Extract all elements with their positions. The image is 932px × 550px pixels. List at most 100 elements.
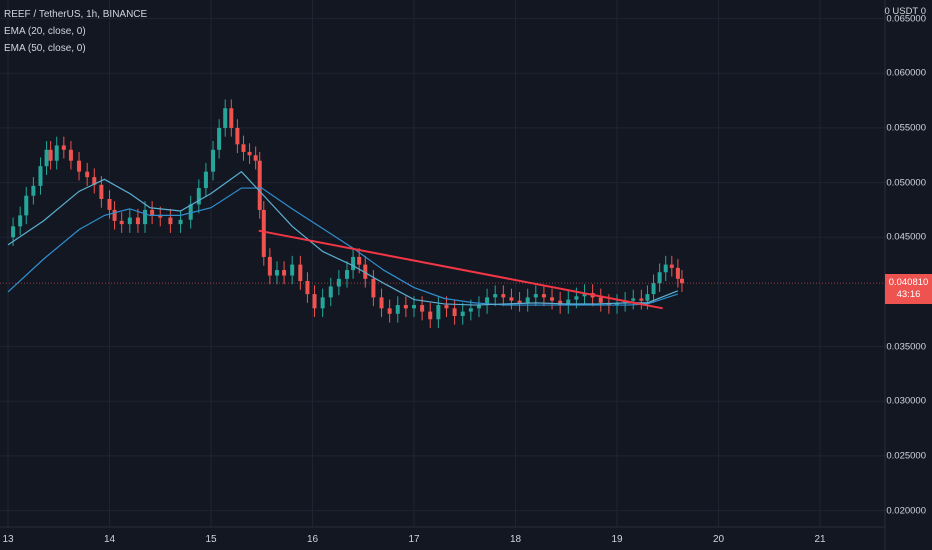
candle-body	[345, 270, 350, 279]
candle-body	[257, 160, 262, 210]
candle-body	[54, 145, 59, 161]
candle-body	[679, 278, 684, 284]
candle-body	[379, 297, 384, 309]
candle-body	[371, 278, 376, 298]
candle-body	[99, 184, 104, 199]
candle-body	[509, 297, 514, 301]
price-tick: 0.045000	[886, 231, 926, 243]
candle-body	[253, 155, 258, 161]
candle-body	[92, 177, 97, 185]
candle-body	[68, 149, 73, 161]
bar-countdown: 43:16	[896, 289, 921, 301]
candle-body	[267, 256, 272, 276]
candle-body	[135, 217, 140, 225]
candle-body	[235, 127, 240, 145]
candle-body	[188, 204, 193, 220]
time-tick: 20	[712, 534, 725, 545]
candle-body	[328, 286, 333, 298]
candle-body	[282, 270, 287, 276]
candle-body	[336, 278, 341, 287]
ema20-legend[interactable]: EMA (20, close, 0)	[4, 26, 86, 37]
candle-body	[468, 308, 473, 312]
candle-body	[203, 171, 208, 189]
candle-body	[675, 267, 680, 279]
candle-body	[550, 297, 555, 301]
candle-body	[669, 264, 674, 268]
candle-body	[657, 272, 662, 284]
candle-body	[460, 311, 465, 316]
price-tick: 0.050000	[886, 177, 926, 189]
time-tick: 21	[814, 534, 826, 545]
candle-body	[395, 305, 400, 314]
candle-body	[298, 264, 303, 281]
candle-body	[428, 311, 433, 320]
candle-body	[223, 108, 228, 128]
candle-body	[493, 294, 498, 298]
candle-body	[517, 300, 522, 303]
candle-body	[444, 305, 449, 309]
price-tick: 0.025000	[886, 450, 926, 462]
candle-body	[112, 209, 117, 221]
chart-legend: REEF / TetherUS, 1h, BINANCE EMA (20, cl…	[4, 6, 147, 57]
time-tick: 16	[306, 534, 319, 545]
candle-body	[312, 294, 317, 309]
ema50-line	[7, 187, 679, 306]
candle-body	[403, 305, 408, 309]
candle-body	[18, 215, 23, 227]
candle-body	[77, 160, 82, 172]
last-price-value: 0.040810	[888, 277, 929, 289]
candle-body	[645, 294, 650, 301]
time-tick: 17	[408, 534, 420, 545]
price-tick: 0.055000	[886, 122, 926, 134]
candle-body	[501, 294, 506, 298]
candle-body	[639, 298, 644, 301]
candle-body	[24, 195, 29, 216]
candle-body	[48, 149, 53, 161]
time-tick: 15	[205, 534, 217, 545]
candle-body	[558, 300, 563, 306]
price-tick: 0.065000	[886, 13, 926, 25]
candle-body	[274, 270, 279, 276]
candle-body	[44, 149, 49, 167]
candle-body	[525, 297, 530, 303]
candle-body	[178, 219, 183, 225]
candle-body	[229, 108, 234, 128]
price-axis-unit[interactable]: 0 USDT 0	[884, 6, 926, 17]
candle-body	[85, 171, 90, 178]
candle-body	[261, 209, 266, 257]
candle-body	[211, 149, 216, 172]
candle-body	[168, 217, 173, 225]
trendline	[258, 229, 663, 310]
candle-body	[11, 226, 16, 238]
candle-body	[541, 294, 546, 298]
candle-body	[631, 298, 636, 301]
candle-body	[38, 166, 43, 186]
candle-body	[150, 209, 155, 216]
time-tick: 13	[2, 534, 14, 545]
candle-body	[363, 264, 368, 279]
price-tick: 0.030000	[886, 395, 926, 407]
candle-body	[412, 305, 416, 309]
candle-body	[485, 297, 490, 306]
symbol-title[interactable]: REEF / TetherUS, 1h, BINANCE	[4, 9, 148, 20]
price-tick: 0.060000	[886, 67, 926, 79]
time-tick: 19	[611, 534, 623, 545]
candle-body	[158, 215, 163, 218]
candle-body	[241, 144, 246, 152]
last-price-tag: 0.040810 43:16	[885, 274, 932, 305]
candle-body	[598, 297, 603, 303]
candle-body	[574, 296, 579, 300]
time-tick: 14	[103, 534, 116, 545]
candle-body	[61, 145, 66, 150]
price-tick: 0.035000	[886, 341, 926, 353]
ema50-legend[interactable]: EMA (50, close, 0)	[4, 43, 86, 54]
candle-body	[351, 256, 356, 271]
candle-body	[387, 308, 392, 314]
candle-body	[533, 294, 538, 298]
candle-body	[651, 283, 656, 295]
candle-body	[420, 305, 425, 312]
candle-body	[119, 220, 124, 225]
candle-body	[31, 185, 36, 196]
candle-body	[143, 209, 148, 225]
